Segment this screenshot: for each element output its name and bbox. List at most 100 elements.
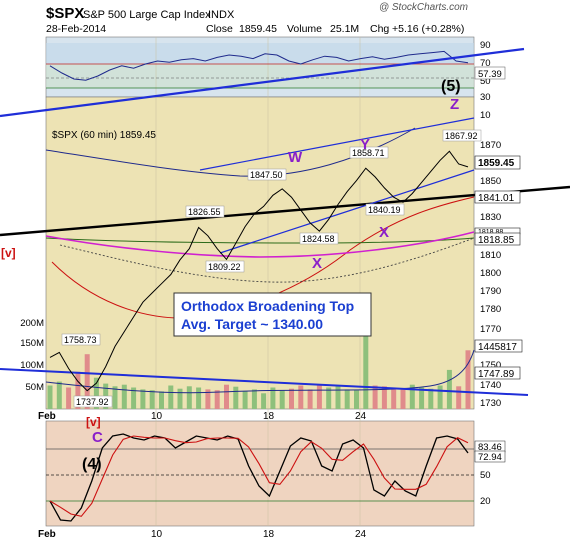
- change-label: Chg: [370, 23, 389, 35]
- ma-value-label: 1818.88: [478, 229, 503, 236]
- price-annotations: 1758.73 1737.92 1826.55 1809.22 1847.50 …: [61, 129, 482, 408]
- last-price-label: 1859.45: [478, 158, 515, 169]
- volume-bar: [289, 388, 294, 409]
- volume-bar: [344, 389, 350, 409]
- volume-value-label: 1445817: [478, 342, 517, 353]
- wave-label-z: Z: [450, 96, 459, 113]
- x-tick-label: Feb: [38, 411, 56, 422]
- ma-value-label: 1818.85: [478, 235, 515, 246]
- ma-dotted-line: [59, 237, 475, 283]
- price-tick-label: 1780: [480, 304, 501, 315]
- volume-value: 25.1M: [330, 23, 359, 35]
- x-tick-label: 10: [151, 411, 163, 422]
- volume-bar: [93, 377, 99, 409]
- rsi-axis: 90 70 50 30 10: [480, 40, 491, 121]
- rsi-tick-label: 50: [480, 76, 491, 87]
- rsi-trendline: [0, 47, 525, 118]
- x-tick-label: 18: [263, 529, 275, 540]
- volume-bar: [242, 391, 248, 409]
- volume-bar: [381, 386, 387, 409]
- chart-index-name: S&P 500 Large Cap Index: [83, 9, 211, 21]
- price-series-label: $SPX (60 min) 1859.45: [52, 130, 156, 141]
- x-tick-label: 24: [355, 411, 367, 422]
- volume-bar: [270, 387, 276, 409]
- volume-bar: [419, 387, 425, 409]
- volume-bar: [177, 388, 183, 409]
- price-tick-label: 1770: [480, 324, 501, 335]
- volume-bar: [409, 384, 415, 409]
- wave-label-x2: X: [379, 224, 389, 241]
- wave-label-5: (5): [441, 78, 461, 95]
- volume-bar: [149, 390, 155, 409]
- rsi-series-line: [49, 50, 469, 81]
- price-tick-label: 1810: [480, 250, 501, 261]
- wave-label-v: [v]: [86, 415, 101, 429]
- volume-tick-label: 50M: [26, 382, 45, 393]
- price-x-axis: Feb 10 18 24: [38, 411, 367, 422]
- volume-tick-label: 200M: [20, 318, 44, 329]
- change-value: +5.16 (+0.28%): [392, 23, 464, 35]
- oscillator-value-labels: 83.46 72.94: [474, 440, 506, 463]
- volume-bar: [363, 326, 369, 409]
- oscillator-panel: [45, 420, 475, 527]
- volume-bar: [316, 384, 322, 409]
- osc-tick-label: 20: [480, 496, 491, 507]
- price-annotation: 1858.71: [352, 148, 385, 158]
- price-annotation: 1824.58: [302, 234, 335, 244]
- callout-target: Avg. Target ~ 1340.00: [181, 316, 323, 332]
- price-annotation: 1737.92: [76, 397, 109, 407]
- price-tick-label: 1830: [480, 212, 501, 223]
- chart-exchange: INDX: [208, 9, 235, 21]
- rsi-last-value: 57.39: [478, 69, 502, 80]
- rsi-tick-label: 70: [480, 58, 491, 69]
- price-annotation: 1809.22: [208, 262, 241, 272]
- wave-label-w: W: [288, 149, 303, 166]
- volume-bar: [391, 387, 397, 409]
- price-annotation: 1840.19: [368, 205, 401, 215]
- volume-bar: [159, 391, 164, 409]
- volume-label: Volume: [287, 23, 322, 35]
- volume-bar: [307, 389, 313, 409]
- volume-bar: [84, 354, 90, 409]
- channel-upper-line: [199, 117, 475, 171]
- volume-bar: [437, 385, 443, 409]
- volume-bar: [335, 386, 341, 409]
- volume-bar: [131, 387, 137, 409]
- volume-bar: [121, 384, 127, 409]
- volume-bar: [214, 390, 220, 409]
- price-tick-label: 1790: [480, 286, 501, 297]
- price-tick-label: 1730: [480, 398, 501, 409]
- volume-bar: [354, 390, 359, 409]
- price-annotation: 1826.55: [188, 207, 221, 217]
- volume-bar: [205, 389, 211, 409]
- volume-bar: [56, 381, 62, 409]
- volume-bar: [261, 393, 267, 409]
- chart-date: 28-Feb-2014: [46, 23, 106, 35]
- broadening-top-callout: [173, 292, 372, 337]
- volume-tick-label: 150M: [20, 338, 44, 349]
- osc-x-axis: Feb 10 18 24: [38, 529, 367, 540]
- volume-bar: [75, 371, 81, 409]
- volume-bar: [446, 369, 452, 409]
- price-tick-label: 1740: [480, 380, 501, 391]
- volume-bar: [186, 386, 192, 409]
- volume-bar: [140, 389, 146, 409]
- volume-bar: [465, 350, 471, 409]
- volume-bar: [372, 385, 378, 409]
- volume-bar: [168, 385, 174, 409]
- volume-bar: [66, 387, 72, 409]
- close-label: Close: [206, 23, 233, 35]
- wave-labels: W X Y X Z (5) (4) C [v] [v]: [1, 78, 461, 473]
- close-value: 1859.45: [239, 23, 277, 35]
- osc-value-label: 83.46: [478, 442, 502, 453]
- volume-bar: [428, 388, 434, 409]
- volume-axis: 200M 150M 100M 50M: [20, 318, 44, 393]
- volume-bar: [400, 389, 406, 409]
- volume-bar: [233, 386, 239, 409]
- chart-symbol: $SPX: [46, 5, 84, 22]
- channel-lower-line: [219, 169, 475, 254]
- right-value-labels: 1859.45 1841.01 1818.88 1818.85 1445817 …: [474, 155, 523, 380]
- price-tick-label: 1750: [480, 360, 501, 371]
- wave-label-x: X: [312, 255, 322, 272]
- ma-value-label: 1841.01: [478, 193, 515, 204]
